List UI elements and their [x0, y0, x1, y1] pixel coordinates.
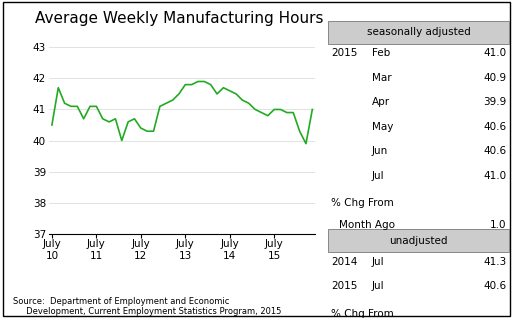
FancyBboxPatch shape	[3, 2, 510, 316]
Text: 2015: 2015	[331, 281, 357, 291]
Text: Jul: Jul	[372, 257, 385, 267]
Text: 41.3: 41.3	[483, 257, 506, 267]
Text: 40.6: 40.6	[483, 146, 506, 156]
Text: Jul: Jul	[372, 171, 385, 181]
Text: Average Weekly Manufacturing Hours: Average Weekly Manufacturing Hours	[35, 11, 324, 26]
Text: seasonally adjusted: seasonally adjusted	[367, 27, 470, 37]
Text: Jul: Jul	[372, 281, 385, 291]
Text: 40.9: 40.9	[483, 73, 506, 83]
Text: % Chg From: % Chg From	[331, 309, 393, 318]
Text: Feb: Feb	[372, 48, 390, 58]
Text: Month Ago: Month Ago	[339, 220, 394, 230]
Text: 39.9: 39.9	[483, 97, 506, 107]
Text: 40.6: 40.6	[483, 122, 506, 132]
Text: 1.0: 1.0	[490, 220, 506, 230]
Text: 40.6: 40.6	[483, 281, 506, 291]
Text: 41.0: 41.0	[483, 48, 506, 58]
Text: Jun: Jun	[372, 146, 388, 156]
Text: % Chg From: % Chg From	[331, 198, 393, 208]
Text: Source:  Department of Employment and Economic
     Development, Current Employm: Source: Department of Employment and Eco…	[13, 297, 281, 316]
Text: 41.0: 41.0	[483, 171, 506, 181]
Text: 2015: 2015	[331, 48, 357, 58]
Text: Mar: Mar	[372, 73, 391, 83]
Text: Apr: Apr	[372, 97, 390, 107]
Text: May: May	[372, 122, 393, 132]
Text: 2014: 2014	[331, 257, 357, 267]
Text: unadjusted: unadjusted	[389, 236, 448, 246]
